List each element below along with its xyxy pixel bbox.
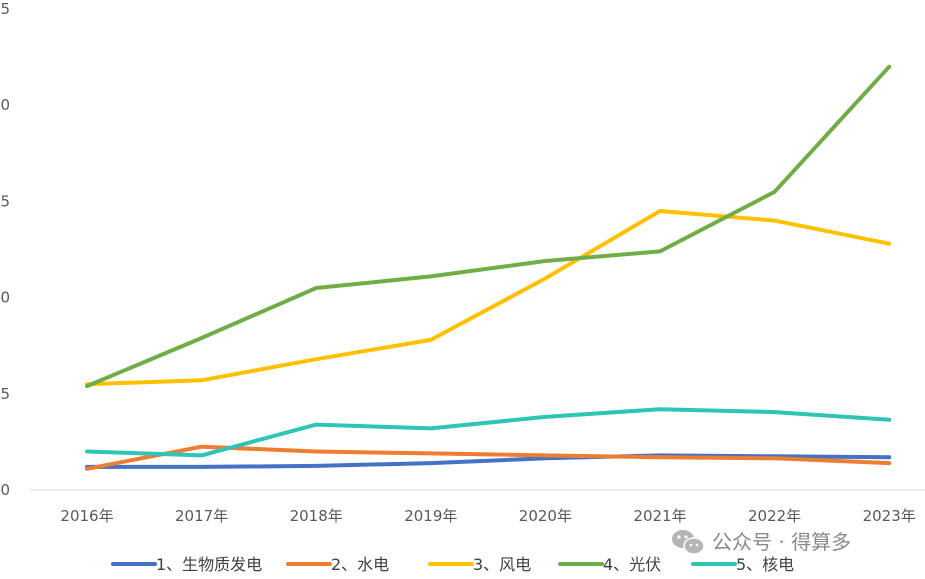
watermark: 公众号 · 得算多 [672,530,851,555]
y-tick-label: 10 [0,289,10,307]
x-tick-label: 2016年 [60,507,113,525]
y-tick-label: 15 [0,192,10,210]
y-tick-label: 5 [0,385,10,403]
x-axis: 2016年 2017年 2018年 2019年 2020年 2021年 2022年 2023年 [60,507,915,525]
x-tick-label: 2017年 [175,507,228,525]
series-line-3 [85,209,892,387]
legend-label-1: 1、生物质发电 [156,555,262,574]
legend: 1、生物质发电 2、水电 3、风电 4、光伏 5、核电 [111,555,794,574]
legend-label-3: 3、风电 [473,555,531,574]
legend-label-5: 5、核电 [736,555,794,574]
x-tick-label: 2023年 [863,507,916,525]
series-layer [85,64,892,471]
series-line-2 [85,444,892,471]
y-tick-label: 25 [0,0,10,18]
series-line-5 [85,407,892,458]
x-tick-label: 2022年 [748,507,801,525]
y-tick-label: 20 [0,96,10,114]
legend-label-4: 4、光伏 [603,555,661,574]
x-tick-label: 2018年 [290,507,343,525]
x-tick-label: 2020年 [519,507,572,525]
watermark-text: 公众号 · 得算多 [712,530,851,554]
series-line-4 [85,64,892,389]
legend-label-2: 2、水电 [331,555,389,574]
y-tick-label: 0 [0,481,10,499]
x-tick-label: 2019年 [404,507,457,525]
x-tick-label: 2021年 [633,507,686,525]
wechat-icon [672,530,705,555]
y-axis: 0 5 10 15 20 25 [0,0,10,499]
